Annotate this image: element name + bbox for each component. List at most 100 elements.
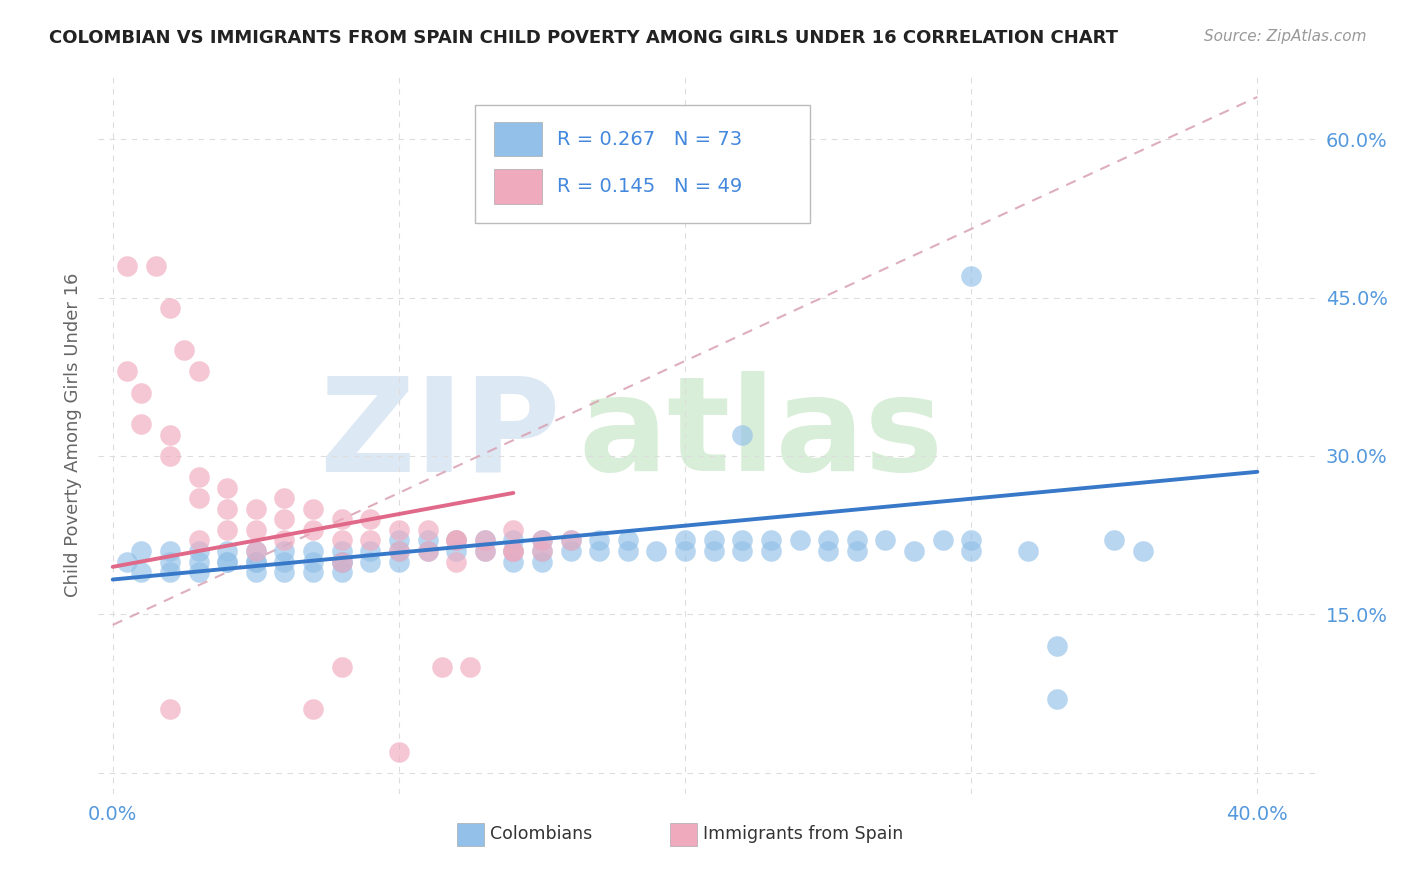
Point	[131, 565, 153, 579]
Point	[131, 417, 153, 432]
Point	[187, 470, 209, 484]
Point	[502, 544, 524, 558]
Point	[388, 533, 411, 548]
Point	[474, 533, 496, 548]
FancyBboxPatch shape	[494, 122, 543, 156]
Point	[560, 533, 582, 548]
Point	[245, 555, 267, 569]
Point	[302, 523, 325, 537]
Point	[474, 533, 496, 548]
Point	[416, 523, 439, 537]
Point	[302, 501, 325, 516]
Point	[388, 544, 411, 558]
Point	[187, 364, 209, 378]
Point	[359, 533, 381, 548]
Point	[530, 544, 553, 558]
Point	[1104, 533, 1126, 548]
Point	[502, 555, 524, 569]
Point	[187, 565, 209, 579]
Point	[1046, 639, 1069, 653]
Point	[131, 544, 153, 558]
Point	[903, 544, 925, 558]
Point	[388, 745, 411, 759]
Point	[474, 544, 496, 558]
Point	[588, 533, 610, 548]
Point	[530, 533, 553, 548]
Point	[530, 544, 553, 558]
Text: Immigrants from Spain: Immigrants from Spain	[703, 825, 903, 843]
Point	[817, 544, 839, 558]
Point	[931, 533, 953, 548]
Point	[416, 544, 439, 558]
Point	[159, 565, 181, 579]
Point	[845, 533, 868, 548]
Point	[1017, 544, 1039, 558]
Point	[703, 533, 725, 548]
Point	[759, 533, 782, 548]
Point	[115, 364, 138, 378]
Point	[388, 544, 411, 558]
Point	[1046, 691, 1069, 706]
Point	[245, 544, 267, 558]
Point	[789, 533, 811, 548]
Point	[302, 565, 325, 579]
Point	[159, 449, 181, 463]
Text: ZIP: ZIP	[319, 371, 561, 499]
Point	[330, 555, 353, 569]
Point	[245, 523, 267, 537]
Point	[617, 533, 640, 548]
Text: Colombians: Colombians	[491, 825, 592, 843]
Y-axis label: Child Poverty Among Girls Under 16: Child Poverty Among Girls Under 16	[63, 273, 82, 597]
Point	[588, 544, 610, 558]
Point	[330, 533, 353, 548]
Point	[245, 501, 267, 516]
Point	[645, 544, 668, 558]
Point	[217, 555, 239, 569]
Point	[217, 481, 239, 495]
Text: COLOMBIAN VS IMMIGRANTS FROM SPAIN CHILD POVERTY AMONG GIRLS UNDER 16 CORRELATIO: COLOMBIAN VS IMMIGRANTS FROM SPAIN CHILD…	[49, 29, 1118, 46]
Point	[960, 269, 983, 284]
Point	[673, 533, 696, 548]
Point	[359, 544, 381, 558]
Point	[502, 544, 524, 558]
Point	[460, 660, 482, 674]
Point	[217, 501, 239, 516]
Point	[502, 523, 524, 537]
Point	[875, 533, 897, 548]
Point	[159, 301, 181, 315]
FancyBboxPatch shape	[494, 169, 543, 203]
Point	[430, 660, 453, 674]
Point	[560, 544, 582, 558]
Point	[273, 555, 295, 569]
Point	[444, 544, 467, 558]
FancyBboxPatch shape	[475, 104, 810, 223]
Point	[273, 533, 295, 548]
Point	[731, 427, 754, 442]
Point	[302, 544, 325, 558]
Point	[273, 512, 295, 526]
Point	[245, 565, 267, 579]
Point	[444, 533, 467, 548]
Point	[731, 544, 754, 558]
Point	[159, 702, 181, 716]
FancyBboxPatch shape	[671, 822, 697, 846]
Point	[560, 533, 582, 548]
Point	[115, 555, 138, 569]
Point	[187, 544, 209, 558]
Point	[416, 533, 439, 548]
Point	[131, 385, 153, 400]
Point	[245, 555, 267, 569]
Point	[617, 544, 640, 558]
Point	[1132, 544, 1154, 558]
Point	[388, 555, 411, 569]
Point	[330, 512, 353, 526]
Point	[173, 343, 195, 358]
Point	[817, 533, 839, 548]
Point	[359, 512, 381, 526]
Point	[703, 544, 725, 558]
Point	[217, 523, 239, 537]
Point	[530, 533, 553, 548]
Point	[273, 565, 295, 579]
Point	[145, 259, 167, 273]
Point	[330, 660, 353, 674]
